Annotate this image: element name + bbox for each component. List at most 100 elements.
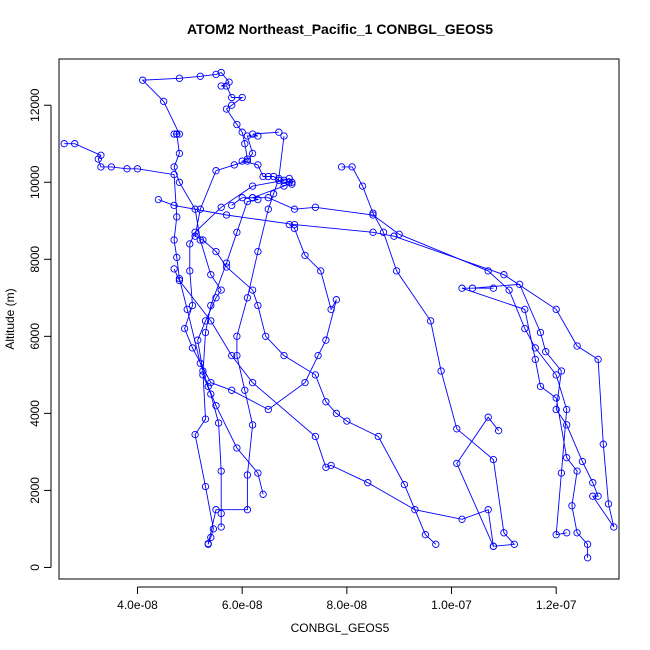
data-point [233, 332, 241, 340]
data-point [248, 182, 257, 190]
data-point [233, 351, 241, 360]
data-point [343, 417, 351, 425]
data-point [173, 130, 181, 138]
chart-title: ATOM2 Northeast_Pacific_1 CONBGL_GEOS5 [187, 21, 493, 37]
data-point [170, 201, 178, 210]
data-point [301, 251, 309, 260]
data-point [573, 342, 581, 350]
data-point [311, 371, 320, 379]
data-point [204, 382, 212, 391]
data-point [484, 506, 492, 514]
series-5 [337, 163, 518, 550]
data-point [175, 149, 184, 158]
data-point [327, 461, 335, 470]
data-point [589, 492, 597, 500]
data-point [175, 274, 184, 283]
data-point [241, 140, 249, 148]
series-line [64, 143, 264, 495]
data-point [191, 430, 199, 439]
data-point [238, 157, 246, 165]
data-point [327, 305, 335, 314]
data-point [123, 165, 131, 173]
data-point [230, 161, 238, 169]
y-tick-label: 0 [28, 564, 42, 571]
data-point [369, 209, 377, 217]
data-point [199, 236, 207, 244]
data-point [468, 284, 477, 292]
y-tick-label: 4000 [28, 400, 42, 427]
data-point [557, 469, 566, 477]
data-point [94, 155, 102, 163]
data-point [248, 149, 257, 158]
data-point [170, 130, 178, 138]
data-point [369, 211, 377, 219]
series-line [184, 177, 337, 411]
data-point [484, 267, 492, 275]
data-point [243, 506, 252, 514]
data-point [207, 317, 215, 325]
data-point [269, 190, 278, 198]
data-point [207, 301, 215, 310]
data-point [209, 525, 218, 533]
series-layer [60, 68, 618, 562]
data-point [212, 70, 220, 79]
data-point [531, 344, 539, 352]
data-point [212, 167, 220, 175]
data-point [426, 317, 435, 325]
data-point [254, 469, 262, 477]
series-7 [191, 128, 440, 548]
x-axis: 4.0e-08 6.0e-08 8.0e-08 1.0e-07 1.2e-07 [117, 586, 577, 612]
data-point [288, 180, 296, 188]
data-point [610, 523, 618, 531]
data-point [552, 531, 560, 539]
data-point [275, 128, 283, 136]
data-point [395, 230, 403, 238]
data-point [500, 271, 508, 279]
data-point [212, 294, 220, 302]
series-line [194, 131, 437, 545]
series-line [207, 135, 285, 545]
data-point [563, 421, 571, 429]
data-point [170, 236, 178, 244]
data-point [269, 172, 278, 181]
data-point [594, 492, 602, 500]
data-point [594, 355, 602, 364]
data-point [264, 405, 272, 414]
data-point [248, 194, 257, 202]
y-tick-label: 6000 [28, 323, 42, 350]
data-point [254, 195, 262, 204]
y-tick-label: 10000 [28, 165, 42, 199]
data-point [228, 351, 236, 360]
data-point [186, 267, 194, 275]
data-point [243, 197, 252, 206]
data-point [180, 324, 189, 333]
data-point [521, 305, 529, 314]
data-point [175, 276, 184, 285]
series-9 [170, 265, 498, 550]
data-point [248, 421, 257, 429]
data-point [188, 301, 197, 310]
data-point [311, 432, 320, 441]
data-point [563, 454, 571, 462]
data-point [290, 220, 299, 229]
data-point [201, 415, 210, 423]
data-point [557, 367, 566, 375]
data-point [217, 523, 225, 531]
data-point [262, 332, 270, 340]
data-point [248, 378, 257, 387]
data-point [243, 157, 252, 165]
data-point [392, 267, 401, 275]
data-point [183, 305, 191, 314]
series-line [173, 268, 494, 547]
data-point [374, 432, 382, 441]
data-point [604, 500, 613, 508]
data-point [322, 398, 330, 406]
data-point [332, 409, 341, 418]
data-point [552, 405, 560, 414]
data-point [217, 68, 225, 77]
data-point [337, 163, 346, 171]
data-point [484, 413, 492, 421]
data-point [243, 132, 252, 140]
data-point [97, 151, 105, 159]
data-point [280, 178, 288, 186]
